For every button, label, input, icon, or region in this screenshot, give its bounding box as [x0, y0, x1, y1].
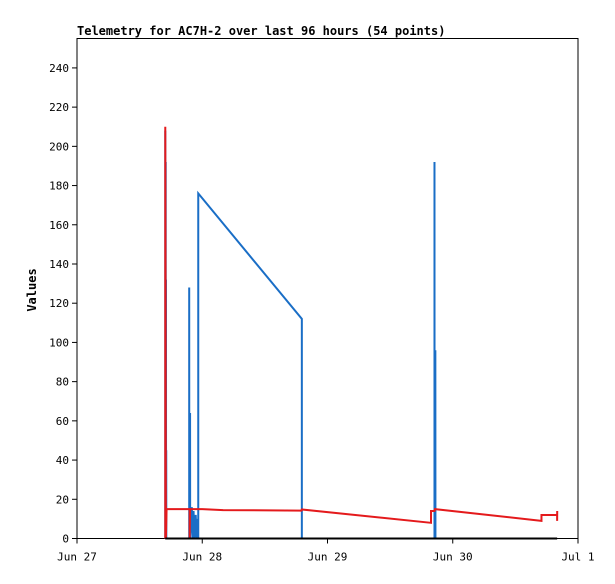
- y-tick-label: 120: [49, 297, 69, 310]
- plot-frame: [76, 38, 579, 539]
- y-axis-ticks: 0 20 40 60 80 100 120 140 160 180 200 220 240: [49, 62, 77, 546]
- y-tick-label: 180: [49, 180, 69, 193]
- x-tick-label: Jun 29: [308, 551, 348, 564]
- series-line-1: [164, 130, 437, 540]
- y-tick-label: 140: [49, 258, 69, 271]
- chart-title: Telemetry for AC7H-2 over last 96 hours …: [77, 24, 445, 38]
- x-tick-label: Jun 30: [433, 551, 473, 564]
- y-tick-label: 200: [49, 140, 69, 153]
- x-tick-label: Jun 27: [57, 551, 97, 564]
- y-tick-label: 20: [56, 493, 69, 506]
- x-tick-label: Jun 28: [182, 551, 222, 564]
- series-layer: [164, 126, 559, 540]
- y-tick-label: 160: [49, 219, 69, 232]
- y-tick-label: 240: [49, 62, 69, 75]
- x-tick-label: Jul 1: [561, 551, 594, 564]
- series-line-2: [164, 126, 559, 539]
- y-tick-label: 100: [49, 336, 69, 349]
- y-tick-label: 40: [56, 454, 69, 467]
- y-tick-label: 60: [56, 415, 69, 428]
- y-tick-label: 80: [56, 376, 69, 389]
- x-axis-ticks: Jun 27 Jun 28 Jun 29 Jun 30 Jul 1: [57, 538, 595, 564]
- y-axis-title: Values: [25, 268, 39, 311]
- y-tick-label: 0: [62, 533, 69, 546]
- y-tick-label: 220: [49, 101, 69, 114]
